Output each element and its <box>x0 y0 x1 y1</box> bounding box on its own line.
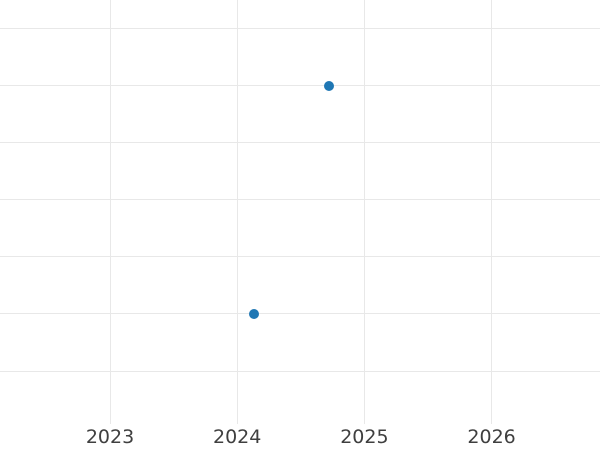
v-gridline <box>109 0 111 424</box>
h-gridline <box>0 370 600 372</box>
h-gridline <box>0 256 600 258</box>
v-gridline <box>236 0 238 424</box>
h-gridline <box>0 142 600 144</box>
h-gridline <box>0 85 600 86</box>
x-tick-label: 2026 <box>467 426 516 448</box>
x-tick-label: 2024 <box>213 426 262 448</box>
h-gridline <box>0 313 600 315</box>
v-gridline <box>491 0 493 424</box>
v-gridline <box>363 0 365 424</box>
x-tick-label: 2023 <box>85 426 135 448</box>
x-tick-label: 2025 <box>340 426 389 448</box>
data-point <box>248 308 259 319</box>
h-gridline <box>0 199 600 201</box>
data-point <box>323 80 334 91</box>
h-gridline <box>0 27 600 29</box>
